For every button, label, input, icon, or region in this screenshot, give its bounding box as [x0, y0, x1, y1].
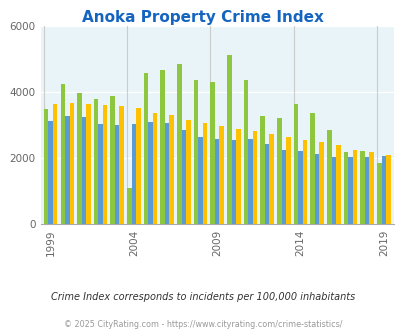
Bar [293, 104, 298, 224]
Bar [143, 73, 148, 224]
Bar [210, 82, 214, 224]
Bar [360, 151, 364, 224]
Text: Anoka Property Crime Index: Anoka Property Crime Index [82, 10, 323, 25]
Bar [81, 117, 86, 224]
Bar [136, 108, 140, 224]
Bar [335, 145, 340, 224]
Bar [69, 103, 74, 224]
Bar [352, 150, 356, 224]
Bar [269, 134, 273, 224]
Bar [181, 130, 185, 224]
Bar [198, 137, 202, 224]
Bar [131, 124, 136, 224]
Bar [127, 188, 131, 224]
Bar [252, 131, 257, 224]
Bar [310, 113, 314, 224]
Bar [376, 163, 381, 224]
Bar [347, 157, 352, 224]
Bar [65, 116, 69, 224]
Bar [164, 123, 169, 224]
Bar [343, 152, 347, 224]
Bar [94, 99, 98, 224]
Bar [77, 93, 81, 224]
Bar [302, 140, 307, 224]
Bar [231, 140, 236, 224]
Bar [214, 139, 219, 224]
Text: © 2025 CityRating.com - https://www.cityrating.com/crime-statistics/: © 2025 CityRating.com - https://www.city… [64, 320, 341, 329]
Bar [160, 70, 164, 224]
Bar [286, 137, 290, 224]
Bar [86, 104, 90, 224]
Bar [281, 150, 286, 224]
Bar [248, 139, 252, 224]
Bar [60, 84, 65, 224]
Bar [226, 55, 231, 224]
Bar [102, 105, 107, 224]
Bar [381, 156, 385, 224]
Bar [331, 157, 335, 224]
Bar [202, 123, 207, 224]
Bar [326, 130, 331, 224]
Bar [264, 144, 269, 224]
Bar [148, 122, 152, 224]
Bar [314, 154, 319, 224]
Bar [119, 106, 124, 224]
Bar [110, 96, 115, 224]
Bar [169, 115, 174, 224]
Bar [185, 120, 190, 224]
Bar [385, 155, 390, 224]
Bar [177, 64, 181, 224]
Bar [369, 152, 373, 224]
Bar [152, 113, 157, 224]
Bar [193, 80, 198, 224]
Bar [44, 109, 48, 224]
Bar [219, 126, 224, 224]
Bar [260, 116, 264, 224]
Bar [115, 125, 119, 224]
Bar [53, 104, 57, 224]
Bar [298, 151, 302, 224]
Bar [98, 124, 102, 224]
Bar [48, 121, 53, 224]
Bar [277, 118, 281, 224]
Bar [243, 80, 248, 224]
Bar [364, 157, 369, 224]
Bar [319, 142, 323, 224]
Text: Crime Index corresponds to incidents per 100,000 inhabitants: Crime Index corresponds to incidents per… [51, 292, 354, 302]
Bar [236, 129, 240, 224]
